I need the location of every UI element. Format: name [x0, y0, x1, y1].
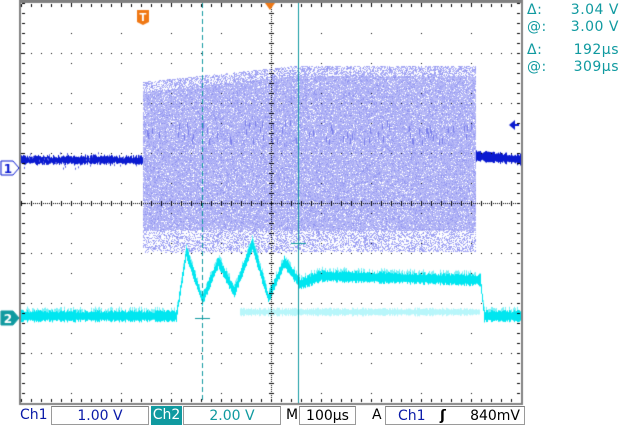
time-delta-value: 192μs [573, 42, 619, 58]
ch1-label[interactable]: Ch1 [20, 407, 48, 423]
time-delta-row: Δ: 192μs [527, 42, 623, 59]
trigger-source: Ch1 [398, 408, 426, 424]
time-at-row: @: 309μs [527, 59, 623, 76]
trigger-mode-label: A [372, 407, 382, 423]
trigger-settings[interactable]: Ch1 ʃ 840mV [385, 406, 525, 425]
ch2-scale[interactable]: 2.00 V [183, 406, 281, 425]
at-label: @: [527, 19, 547, 35]
delta-label: Δ: [527, 2, 543, 18]
voltage-at-value: 3.00 V [570, 19, 619, 35]
voltage-cursor-readout: Δ: 3.04 V @: 3.00 V [527, 2, 623, 36]
voltage-at-row: @: 3.00 V [527, 19, 623, 36]
delta-label: Δ: [527, 42, 543, 58]
timebase-label: M [286, 407, 299, 423]
voltage-delta-value: 3.04 V [570, 2, 619, 18]
ch1-scale[interactable]: 1.00 V [51, 406, 149, 425]
trigger-slope-icon: ʃ [440, 408, 446, 424]
time-at-value: 309μs [573, 59, 619, 75]
trigger-level: 840mV [470, 408, 520, 424]
timebase-value[interactable]: 100μs [299, 406, 356, 425]
status-bar: Ch1 1.00 V Ch2 2.00 V M 100μs A Ch1 ʃ 84… [0, 405, 623, 426]
time-cursor-readout: Δ: 192μs @: 309μs [527, 42, 623, 76]
ch2-label[interactable]: Ch2 [151, 406, 182, 425]
voltage-delta-row: Δ: 3.04 V [527, 2, 623, 19]
at-label: @: [527, 59, 547, 75]
